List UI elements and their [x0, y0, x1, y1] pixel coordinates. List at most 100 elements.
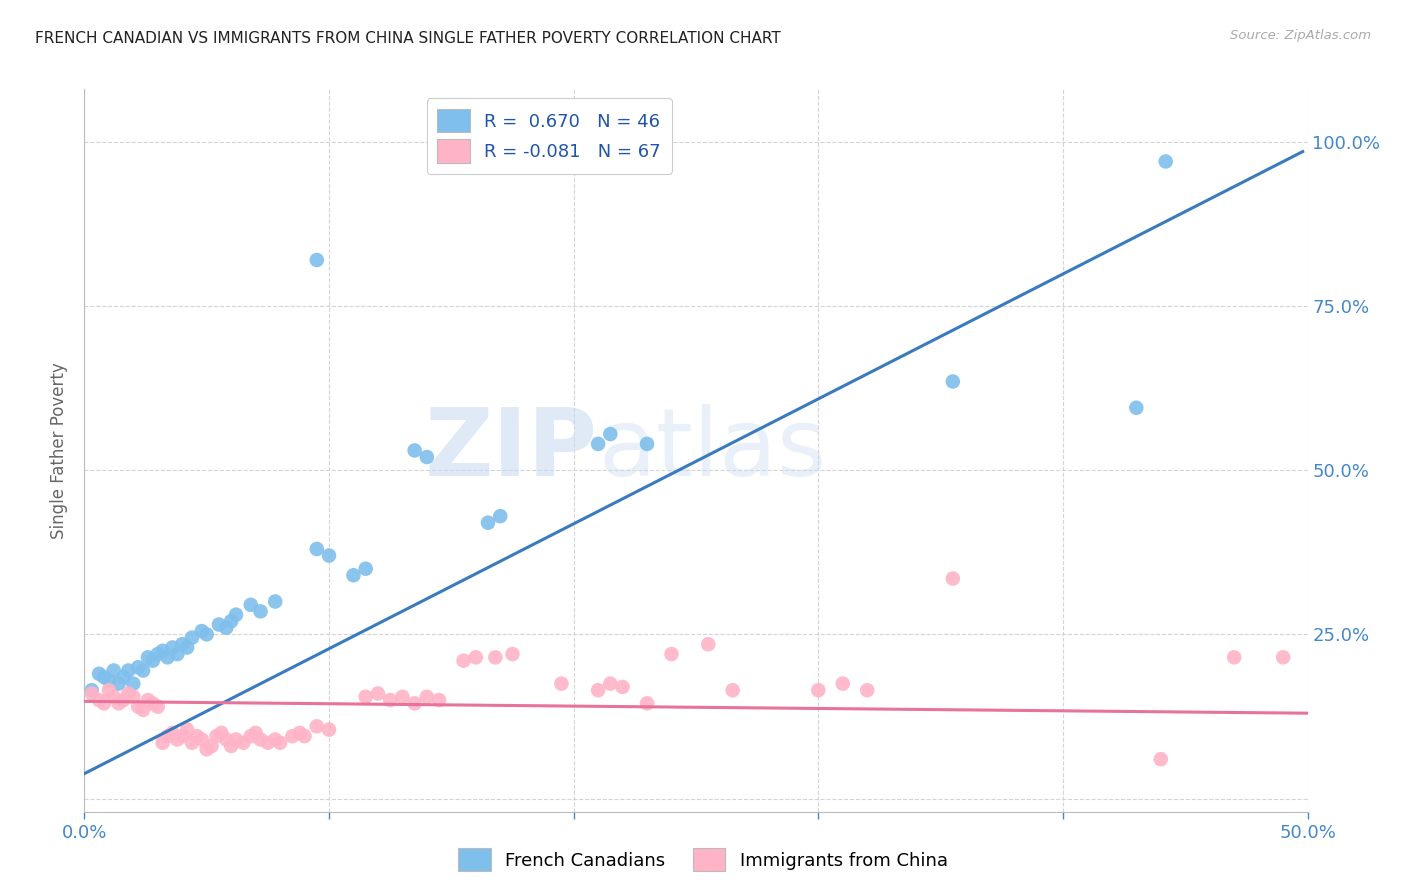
- Point: [354, 562, 377, 576]
- Point: [107, 676, 129, 690]
- Point: [112, 670, 135, 684]
- Point: [404, 443, 426, 458]
- Point: [117, 664, 139, 678]
- Point: [391, 690, 413, 704]
- Point: [380, 693, 402, 707]
- Point: [612, 680, 634, 694]
- Point: [162, 726, 184, 740]
- Point: [305, 252, 328, 267]
- Point: [191, 732, 214, 747]
- Point: [404, 697, 426, 711]
- Point: [172, 637, 194, 651]
- Point: [502, 647, 524, 661]
- Point: [156, 650, 179, 665]
- Point: [103, 690, 125, 704]
- Point: [477, 516, 499, 530]
- Point: [127, 660, 149, 674]
- Point: [166, 732, 188, 747]
- Point: [257, 736, 280, 750]
- Point: [195, 742, 218, 756]
- Point: [318, 723, 340, 737]
- Point: [318, 549, 340, 563]
- Point: [942, 375, 965, 389]
- Point: [305, 541, 328, 556]
- Text: Source: ZipAtlas.com: Source: ZipAtlas.com: [1230, 29, 1371, 42]
- Point: [305, 719, 328, 733]
- Point: [586, 437, 609, 451]
- Point: [249, 732, 271, 747]
- Point: [200, 739, 222, 753]
- Point: [97, 683, 120, 698]
- Point: [249, 604, 271, 618]
- Point: [181, 631, 204, 645]
- Point: [416, 690, 439, 704]
- Point: [215, 732, 238, 747]
- Point: [550, 676, 572, 690]
- Point: [599, 427, 621, 442]
- Point: [112, 693, 135, 707]
- Point: [245, 726, 267, 740]
- Point: [232, 736, 254, 750]
- Text: FRENCH CANADIAN VS IMMIGRANTS FROM CHINA SINGLE FATHER POVERTY CORRELATION CHART: FRENCH CANADIAN VS IMMIGRANTS FROM CHINA…: [35, 31, 780, 46]
- Point: [453, 654, 475, 668]
- Point: [181, 736, 204, 750]
- Point: [208, 617, 231, 632]
- Point: [489, 509, 512, 524]
- Point: [721, 683, 744, 698]
- Point: [132, 664, 155, 678]
- Point: [661, 647, 683, 661]
- Point: [239, 598, 262, 612]
- Point: [87, 693, 110, 707]
- Y-axis label: Single Father Poverty: Single Father Poverty: [51, 362, 69, 539]
- Point: [239, 729, 262, 743]
- Point: [484, 650, 506, 665]
- Text: atlas: atlas: [598, 404, 827, 497]
- Point: [205, 729, 228, 743]
- Point: [146, 647, 169, 661]
- Point: [354, 690, 377, 704]
- Point: [176, 640, 198, 655]
- Point: [367, 686, 389, 700]
- Point: [264, 732, 287, 747]
- Point: [132, 703, 155, 717]
- Point: [156, 729, 179, 743]
- Point: [93, 670, 115, 684]
- Point: [103, 664, 125, 678]
- Point: [136, 650, 159, 665]
- Point: [166, 647, 188, 661]
- Point: [586, 683, 609, 698]
- Point: [807, 683, 830, 698]
- Point: [117, 686, 139, 700]
- Point: [294, 729, 316, 743]
- Point: [122, 676, 145, 690]
- Point: [136, 693, 159, 707]
- Point: [427, 693, 450, 707]
- Point: [80, 686, 103, 700]
- Point: [146, 699, 169, 714]
- Text: ZIP: ZIP: [425, 404, 598, 497]
- Point: [80, 683, 103, 698]
- Point: [1150, 752, 1173, 766]
- Point: [219, 739, 242, 753]
- Point: [97, 673, 120, 688]
- Legend: R =  0.670   N = 46, R = -0.081   N = 67: R = 0.670 N = 46, R = -0.081 N = 67: [426, 98, 672, 174]
- Point: [172, 729, 194, 743]
- Point: [342, 568, 364, 582]
- Point: [416, 450, 439, 464]
- Point: [831, 676, 853, 690]
- Point: [195, 627, 218, 641]
- Legend: French Canadians, Immigrants from China: French Canadians, Immigrants from China: [451, 841, 955, 879]
- Point: [215, 621, 238, 635]
- Point: [142, 697, 165, 711]
- Point: [209, 726, 232, 740]
- Point: [1272, 650, 1295, 665]
- Point: [186, 729, 208, 743]
- Point: [697, 637, 720, 651]
- Point: [942, 572, 965, 586]
- Point: [152, 644, 174, 658]
- Point: [122, 690, 145, 704]
- Point: [142, 654, 165, 668]
- Point: [269, 736, 291, 750]
- Point: [225, 607, 247, 622]
- Point: [636, 697, 658, 711]
